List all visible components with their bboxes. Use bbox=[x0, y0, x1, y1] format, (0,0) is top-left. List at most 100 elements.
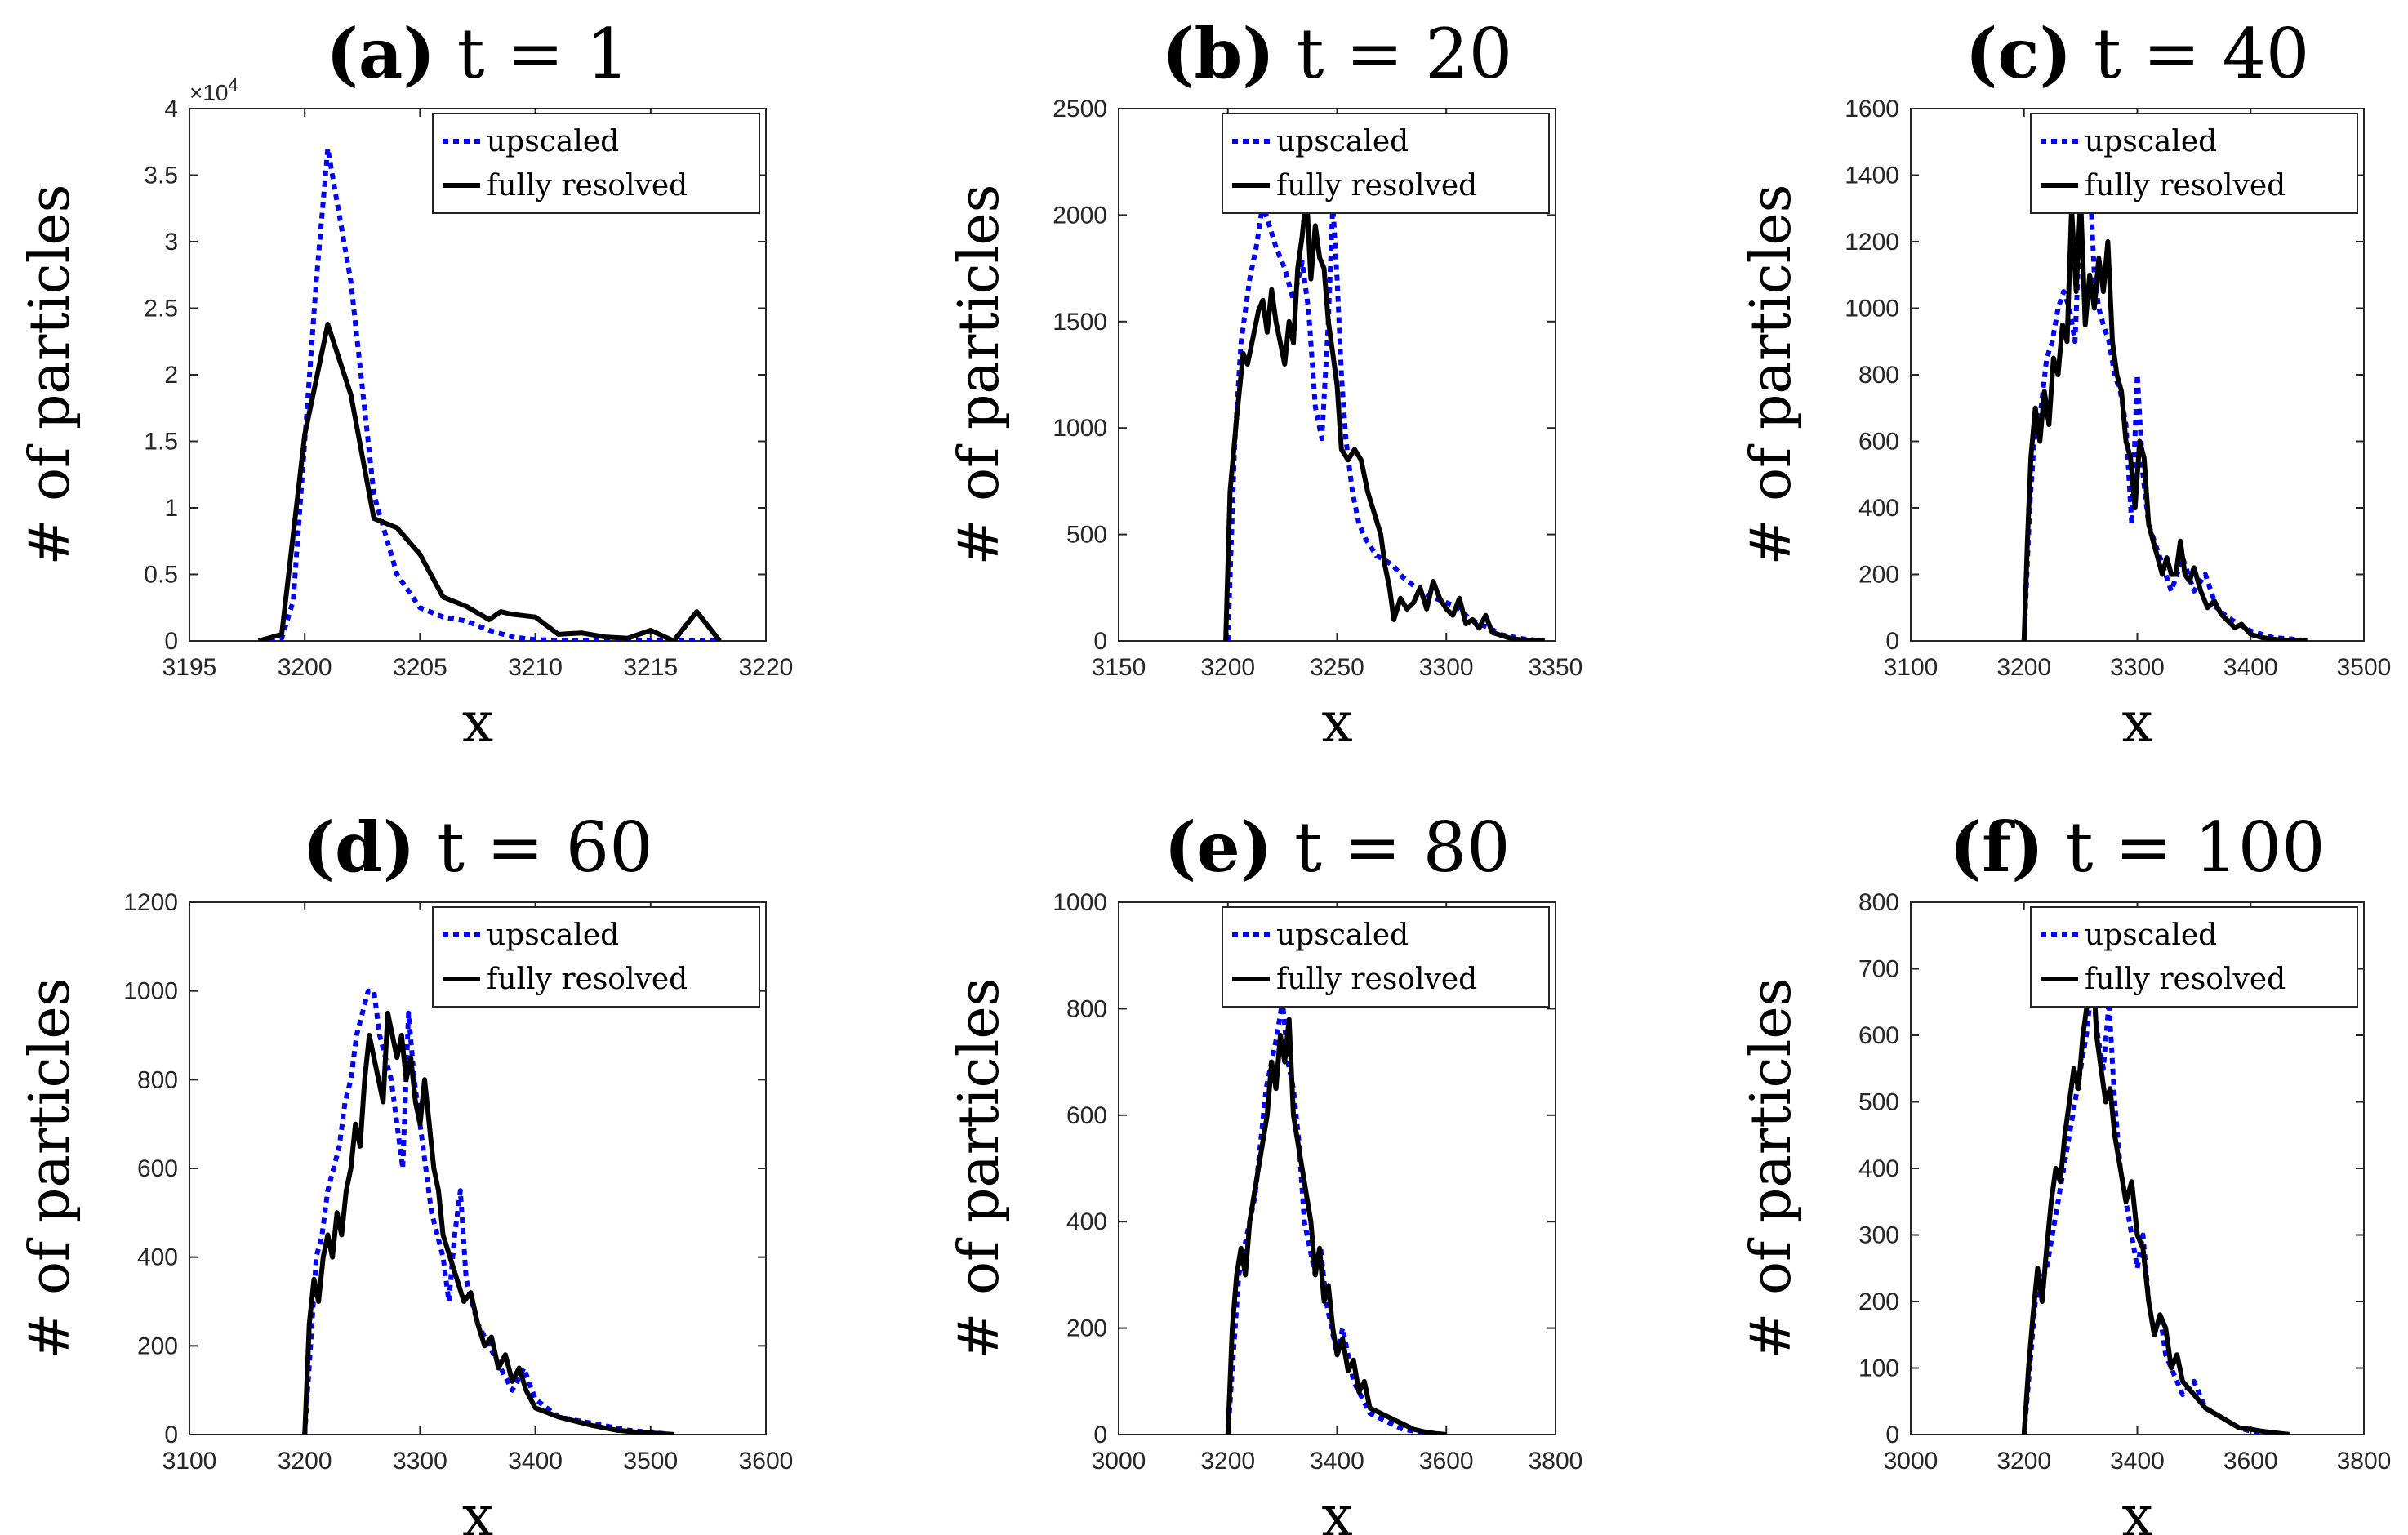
panel-f-ytick-label: 800 bbox=[1858, 889, 1899, 916]
panel-a-ytick-label: 2.5 bbox=[144, 296, 178, 323]
panel-f-ytick-label: 700 bbox=[1858, 956, 1899, 983]
panel-f-xtick-label: 3200 bbox=[1996, 1448, 2051, 1475]
panel-b: (b) t = 20 3150 3200 3250 3300 3350 0 500 1000 15… bbox=[947, 13, 1582, 755]
panel-d-legend-label-upscaled: upscaled bbox=[487, 919, 619, 952]
panel-a-title: (a) t = 1 bbox=[326, 13, 630, 94]
panel-b-legend-box bbox=[1222, 113, 1550, 214]
panel-c-series-fully-resolved bbox=[2021, 196, 2308, 641]
panel-c-xlabel: x bbox=[2121, 691, 2152, 755]
panel-e-ytick-label: 600 bbox=[1066, 1102, 1107, 1129]
panel-a-xtick-label: 3200 bbox=[278, 654, 332, 681]
panel-f-xlabel: x bbox=[2121, 1484, 2152, 1535]
panel-c-ytick-label: 1600 bbox=[1845, 96, 1899, 122]
panel-c-ytick-label: 1200 bbox=[1845, 229, 1899, 256]
panel-f-legend: upscaled fully resolved bbox=[2030, 906, 2358, 1008]
panel-f-title: (f) t = 100 bbox=[1949, 807, 2325, 888]
panel-b-legend-label-fully-resolved: fully resolved bbox=[1276, 169, 1477, 202]
panel-e-legend-label-upscaled: upscaled bbox=[1276, 919, 1409, 952]
panel-e-xtick-label: 3400 bbox=[1310, 1448, 1364, 1475]
panel-f-title-label: (f) bbox=[1949, 807, 2044, 888]
panel-a-xtick-label: 3210 bbox=[508, 654, 563, 681]
panel-b-xlabel: x bbox=[1321, 691, 1352, 755]
panel-f-legend-label-upscaled: upscaled bbox=[2085, 919, 2217, 952]
panel-d-title-time: t = 60 bbox=[416, 808, 653, 888]
panel-c-ytick-label: 800 bbox=[1858, 362, 1899, 389]
panel-a-title-time: t = 1 bbox=[435, 14, 630, 94]
panel-c-ylabel: # of particles bbox=[1739, 185, 1804, 566]
panel-e-ytick-label: 0 bbox=[1093, 1422, 1107, 1448]
panel-f-ytick-label: 300 bbox=[1858, 1222, 1899, 1249]
panel-a-ytick-label: 1 bbox=[164, 495, 178, 522]
panel-b-legend-label-upscaled: upscaled bbox=[1276, 125, 1409, 158]
panel-d-ytick-label: 0 bbox=[164, 1422, 178, 1448]
panel-a-xtick-label: 3205 bbox=[393, 654, 447, 681]
panel-c-ytick-label: 600 bbox=[1858, 429, 1899, 456]
panel-e-title-time: t = 80 bbox=[1272, 808, 1510, 888]
panel-c-xtick-label: 3200 bbox=[1996, 654, 2051, 681]
panel-d-xtick-label: 3600 bbox=[739, 1448, 794, 1475]
panel-d-xtick-label: 3200 bbox=[278, 1448, 332, 1475]
panel-a-xtick-label: 3195 bbox=[162, 654, 217, 681]
panel-a-series-upscaled bbox=[258, 145, 720, 641]
panel-b-title-label: (b) bbox=[1162, 13, 1275, 94]
panel-f-ytick-label: 500 bbox=[1858, 1089, 1899, 1116]
panel-b-ylabel: # of particles bbox=[947, 185, 1012, 566]
panel-b-ytick-label: 0 bbox=[1093, 628, 1107, 655]
panel-b-ytick-label: 1000 bbox=[1053, 415, 1107, 442]
panel-b-ytick-label: 2500 bbox=[1053, 96, 1107, 122]
panel-b-ytick-label: 2000 bbox=[1053, 202, 1107, 229]
panel-e-ytick-label: 1000 bbox=[1053, 889, 1107, 916]
panel-a-ytick-label: 3.5 bbox=[144, 162, 178, 189]
panel-c-xtick-label: 3400 bbox=[2223, 654, 2278, 681]
panel-b-xtick-label: 3250 bbox=[1310, 654, 1364, 681]
panel-e-xlabel: x bbox=[1321, 1484, 1352, 1535]
panel-c-title-time: t = 40 bbox=[2072, 14, 2309, 94]
panel-e-legend-label-fully-resolved: fully resolved bbox=[1276, 963, 1477, 996]
panel-a-legend: upscaled fully resolved bbox=[432, 113, 760, 214]
panel-a-xtick-label: 3215 bbox=[623, 654, 678, 681]
panel-e-legend-box bbox=[1222, 906, 1550, 1008]
panel-f-ytick-label: 200 bbox=[1858, 1288, 1899, 1315]
panel-e-xtick-label: 3600 bbox=[1419, 1448, 1474, 1475]
panel-d-ytick-label: 600 bbox=[137, 1155, 178, 1182]
panel-c-legend-label-upscaled: upscaled bbox=[2085, 125, 2217, 158]
panel-c-ytick-label: 0 bbox=[1885, 628, 1899, 655]
panel-a-y-exponent: ×104 bbox=[189, 74, 238, 105]
panel-b-xtick-label: 3200 bbox=[1200, 654, 1255, 681]
panel-a-series-fully-resolved bbox=[257, 322, 722, 641]
panel-d-title-label: (d) bbox=[302, 807, 415, 888]
panel-d-legend: upscaled fully resolved bbox=[432, 906, 760, 1008]
panel-a-title-label: (a) bbox=[326, 13, 435, 94]
panel-b-xtick-label: 3300 bbox=[1419, 654, 1474, 681]
panel-b-xtick-label: 3150 bbox=[1092, 654, 1146, 681]
panel-a-legend-box bbox=[432, 113, 760, 214]
panel-c-ytick-label: 1400 bbox=[1845, 162, 1899, 189]
panel-e-series-upscaled bbox=[1225, 998, 1447, 1435]
panel-a-y-exponent-base: ×10 bbox=[189, 80, 229, 105]
panel-a-ytick-label: 0 bbox=[164, 628, 178, 655]
panel-b-ytick-label: 500 bbox=[1066, 522, 1107, 549]
panel-c-legend-label-fully-resolved: fully resolved bbox=[2085, 169, 2286, 202]
panel-a-legend-label-upscaled: upscaled bbox=[487, 125, 619, 158]
panel-d-xtick-label: 3500 bbox=[623, 1448, 678, 1475]
panel-a-ytick-label: 2 bbox=[164, 362, 178, 389]
panel-d-ytick-label: 200 bbox=[137, 1333, 178, 1359]
panel-d-legend-box bbox=[432, 906, 760, 1008]
panel-f-xtick-label: 3400 bbox=[2110, 1448, 2165, 1475]
panel-c-ytick-label: 1000 bbox=[1845, 296, 1899, 323]
panel-e-ytick-label: 200 bbox=[1066, 1315, 1107, 1342]
panel-d-ytick-label: 800 bbox=[137, 1066, 178, 1093]
panel-e-title: (e) t = 80 bbox=[1164, 807, 1510, 888]
panel-d-title: (d) t = 60 bbox=[302, 807, 652, 888]
panel-e-legend: upscaled fully resolved bbox=[1222, 906, 1550, 1008]
panel-e-ytick-label: 400 bbox=[1066, 1208, 1107, 1235]
panel-b-series-fully-resolved bbox=[1223, 191, 1545, 641]
panel-d: (d) t = 60 3100 3200 3300 3400 3500 3600 0 200 40… bbox=[18, 807, 793, 1535]
panel-a-xlabel: x bbox=[462, 691, 493, 755]
panel-c: (c) t = 40 3100 3200 3300 3400 3500 0 200 400 600… bbox=[1739, 13, 2391, 755]
panel-a-ylabel: # of particles bbox=[18, 185, 82, 566]
panel-c-legend: upscaled fully resolved bbox=[2030, 113, 2358, 214]
panel-d-xtick-label: 3300 bbox=[393, 1448, 447, 1475]
panel-d-xtick-label: 3400 bbox=[508, 1448, 563, 1475]
panel-c-xtick-label: 3300 bbox=[2110, 654, 2165, 681]
